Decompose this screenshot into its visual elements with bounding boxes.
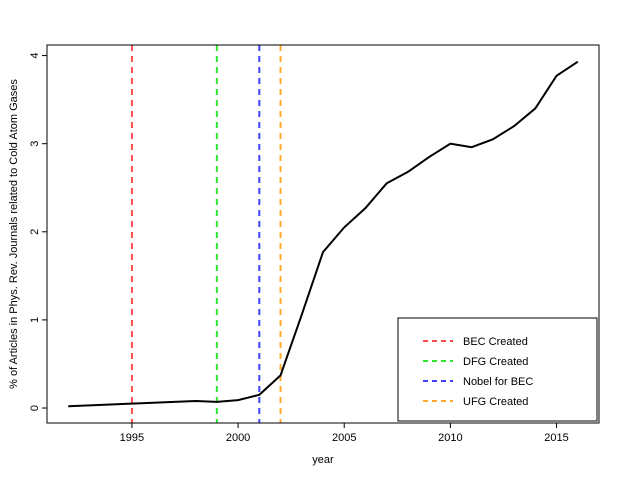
- x-axis-title: year: [312, 454, 334, 466]
- x-tick-label: 2000: [226, 432, 250, 444]
- legend-box: [397, 317, 598, 422]
- x-tick-label: 1995: [120, 432, 144, 444]
- data-line: [68, 60, 579, 408]
- legend-label: BEC Created: [463, 336, 528, 348]
- x-tick-label: 2010: [438, 432, 462, 444]
- y-tick-label: 2: [29, 229, 41, 235]
- legend-label: DFG Created: [463, 356, 528, 368]
- x-tick-label: 2015: [544, 432, 568, 444]
- legend-label: Nobel for BEC: [463, 376, 533, 388]
- y-tick-label: 3: [29, 141, 41, 147]
- y-tick-label: 0: [29, 405, 41, 411]
- x-tick-label: 2005: [332, 432, 356, 444]
- plot-border: [46, 44, 600, 424]
- y-axis-title: % of Articles in Phys. Rev. Journals rel…: [8, 79, 20, 389]
- y-tick-label: 1: [29, 317, 41, 323]
- legend-label: UFG Created: [463, 396, 528, 408]
- y-tick-label: 4: [29, 53, 41, 59]
